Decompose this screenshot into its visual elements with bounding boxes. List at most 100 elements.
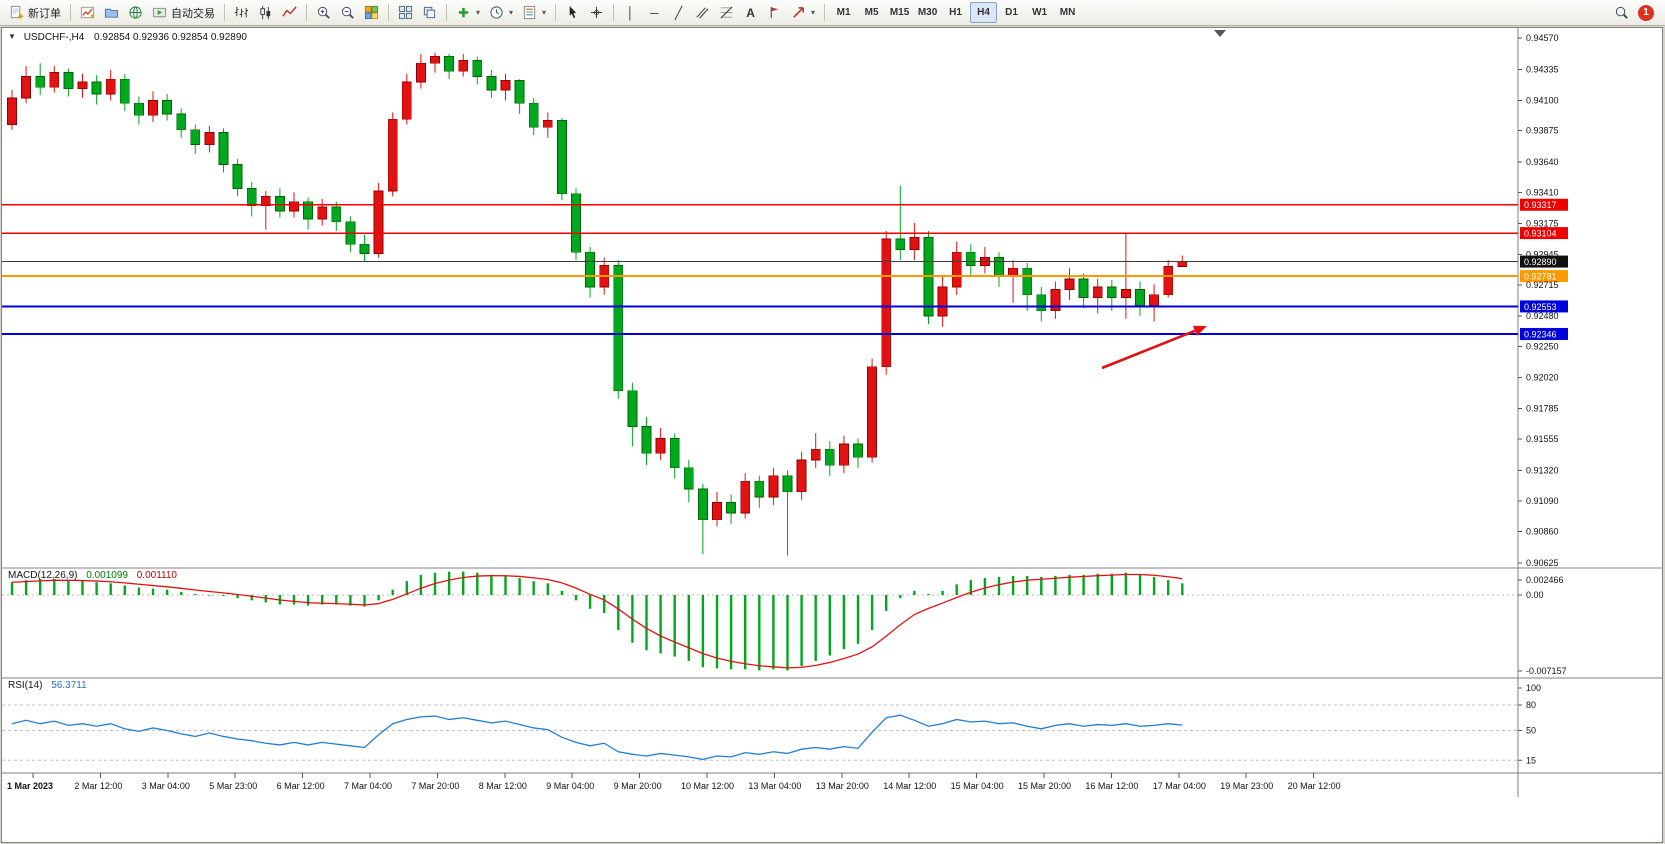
text-tool-icon: A [746,5,755,20]
new-chart-button[interactable] [76,2,99,23]
horizontal-line-button[interactable]: ─ [643,2,666,23]
line-chart-icon [282,6,297,17]
cascade-windows-icon [423,6,436,19]
svg-text:5 Mar 23:00: 5 Mar 23:00 [209,781,257,791]
svg-text:1 Mar 2023: 1 Mar 2023 [7,781,53,791]
svg-text:0.92781: 0.92781 [1524,272,1557,282]
new-order-icon [10,5,24,19]
toolbar-separator [613,4,615,21]
vertical-line-icon: │ [626,5,635,20]
svg-text:80: 80 [1526,700,1536,710]
svg-text:20 Mar 12:00: 20 Mar 12:00 [1288,781,1341,791]
timeframe-h1-button[interactable]: H1 [942,2,969,23]
timeframe-m1-button[interactable]: M1 [830,2,857,23]
add-indicator-plus-icon [458,7,469,18]
timeframe-m5-button[interactable]: M5 [858,2,885,23]
svg-text:100: 100 [1526,683,1541,693]
svg-text:3 Mar 04:00: 3 Mar 04:00 [142,781,190,791]
cascade-windows-button[interactable] [418,2,441,23]
channel-button[interactable] [691,2,714,23]
svg-text:0.92346: 0.92346 [1524,329,1557,339]
timeframe-m30-button[interactable]: M30 [914,2,941,23]
zoom-out-button[interactable] [336,2,359,23]
svg-text:7 Mar 04:00: 7 Mar 04:00 [344,781,392,791]
vertical-line-button[interactable]: │ [619,2,642,23]
autotrading-button[interactable]: 自动交易 [148,2,219,23]
svg-text:0.92890: 0.92890 [1524,257,1557,267]
candlestick-button[interactable] [254,2,277,23]
tile-windows-button[interactable] [394,2,417,23]
svg-text:0.00: 0.00 [1526,590,1544,600]
tile-windows-icon [398,5,413,20]
crosshair-button[interactable] [585,2,608,23]
search-button[interactable] [1610,2,1633,23]
zoom-out-icon [341,6,354,19]
text-button[interactable]: A [739,2,762,23]
notification-badge[interactable]: 1 [1638,4,1654,21]
chart-canvas[interactable]: 0.93317 0.93104 0.92890 0.92781 0.92553 0.923… [2,28,1662,797]
toolbar-separator [446,4,447,21]
chevron-down-icon: ▾ [811,8,816,17]
trendline-button[interactable]: ╱ [667,2,690,23]
horizontal-line-icon: ─ [650,5,659,20]
indicators-button[interactable] [360,2,383,23]
shapes-button[interactable]: ▾ [787,2,819,23]
template-icon [523,5,536,20]
svg-text:0.92250: 0.92250 [1526,342,1559,352]
zoom-in-button[interactable] [312,2,335,23]
fibonacci-button[interactable] [715,2,738,23]
new-order-label: 新订单 [28,7,61,20]
channel-icon [696,7,709,19]
svg-text:0.90625: 0.90625 [1526,558,1559,568]
svg-text:7 Mar 20:00: 7 Mar 20:00 [411,781,459,791]
folder-icon [104,8,119,18]
periods-button[interactable]: ▾ [485,2,517,23]
add-indicator-button[interactable]: ▾ [452,2,484,23]
timeframe-w1-button[interactable]: W1 [1026,2,1053,23]
svg-text:50: 50 [1526,726,1536,736]
svg-text:0.92945: 0.92945 [1526,249,1559,259]
chart-window: 0.93317 0.93104 0.92890 0.92781 0.92553 0.923… [1,27,1663,843]
timeframe-h4-button[interactable]: H4 [970,2,998,23]
svg-text:16 Mar 12:00: 16 Mar 12:00 [1085,781,1138,791]
price-axis: 0.94570 0.94335 0.94100 0.93875 0.93640 0.934… [1518,33,1559,568]
svg-text:0.91785: 0.91785 [1526,404,1559,414]
timeframe-m15-button[interactable]: M15 [886,2,913,23]
new-order-button[interactable]: 新订单 [5,2,65,23]
chevron-down-icon: ▾ [542,8,547,17]
toolbar-separator [306,4,307,21]
svg-text:15 Mar 04:00: 15 Mar 04:00 [951,781,1004,791]
svg-text:0.94335: 0.94335 [1526,64,1559,74]
toolbar-separator [555,4,557,21]
globe-button[interactable] [124,2,147,23]
bar-chart-button[interactable] [230,2,253,23]
profiles-button[interactable] [100,2,123,23]
line-chart-button[interactable] [278,2,301,23]
svg-text:0.92020: 0.92020 [1526,372,1559,382]
candles-layer [7,52,1188,556]
svg-text:-0.007157: -0.007157 [1526,666,1567,676]
candlestick-icon [260,5,271,20]
svg-text:0.92553: 0.92553 [1524,302,1557,312]
trendline-icon: ╱ [674,5,683,20]
cursor-button[interactable] [561,2,584,23]
svg-text:9 Mar 20:00: 9 Mar 20:00 [614,781,662,791]
svg-text:0.002466: 0.002466 [1526,575,1564,585]
svg-text:17 Mar 04:00: 17 Mar 04:00 [1153,781,1206,791]
svg-text:0.92480: 0.92480 [1526,311,1559,321]
templates-button[interactable]: ▾ [518,2,550,23]
arrow-shape-icon [793,7,804,18]
zoom-in-icon [317,6,330,19]
label-flag-button[interactable] [763,2,786,23]
svg-text:13 Mar 04:00: 13 Mar 04:00 [748,781,801,791]
main-toolbar: 新订单 自动交易 [0,0,1665,26]
svg-text:6 Mar 12:00: 6 Mar 12:00 [277,781,325,791]
svg-text:0.93317: 0.93317 [1524,200,1557,210]
cursor-icon [569,5,577,19]
timeframe-d1-button[interactable]: D1 [998,2,1025,23]
svg-text:0.93410: 0.93410 [1526,187,1559,197]
toolbar-separator [70,4,71,21]
timeframe-mn-button[interactable]: MN [1054,2,1081,23]
arrow-annotation [1101,325,1207,370]
